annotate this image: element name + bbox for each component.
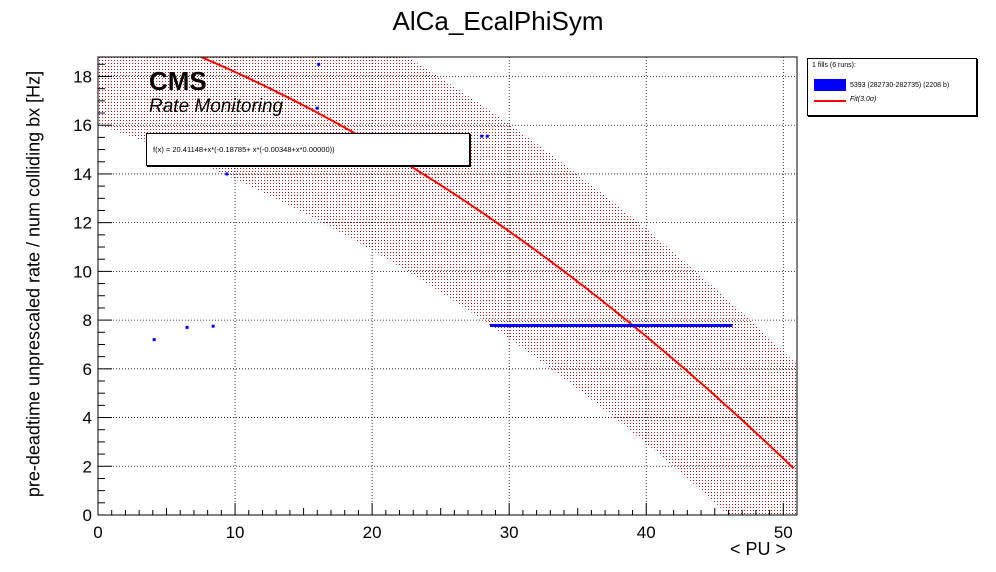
legend-swatch-data	[814, 79, 846, 91]
legend-entry-fit: Fit(3.0σ)	[850, 96, 877, 103]
y-tick-label: 18	[73, 67, 92, 86]
y-tick-label: 12	[73, 214, 92, 233]
data-point	[480, 134, 484, 138]
data-point	[152, 338, 156, 342]
x-tick-label: 10	[226, 523, 245, 542]
data-point	[225, 172, 229, 176]
legend-swatch-fit	[814, 100, 846, 102]
y-tick-label: 16	[73, 116, 92, 135]
y-tick-label: 6	[83, 360, 92, 379]
x-tick-label: 0	[93, 523, 102, 542]
fit-uncertainty-band	[98, 57, 797, 515]
plot-frame	[97, 56, 798, 516]
x-tick-label: 40	[637, 523, 656, 542]
data-point	[185, 325, 189, 329]
fit-curve	[200, 57, 795, 470]
y-tick-label: 4	[83, 409, 92, 428]
data-point	[317, 62, 321, 66]
data-point	[315, 106, 319, 110]
y-axis-label: pre-deadtime unprescaled rate / num coll…	[23, 70, 44, 498]
data-point	[211, 324, 215, 328]
cms-label: CMS	[149, 66, 207, 96]
legend: 1 fills (6 runs): 5393 (282730-282735) (…	[807, 58, 977, 116]
y-tick-label: 8	[83, 311, 92, 330]
x-tick-label: 20	[363, 523, 382, 542]
chart-title: AlCa_EcalPhiSym	[392, 6, 604, 36]
legend-header: 1 fills (6 runs):	[812, 62, 856, 69]
y-tick-label: 2	[83, 457, 92, 476]
y-tick-label: 10	[73, 262, 92, 281]
x-tick-label: 30	[500, 523, 519, 542]
y-tick-label: 14	[73, 165, 92, 184]
x-tick-label: 50	[774, 523, 793, 542]
fit-formula-box: f(x) = 20.41148+x*(-0.18785+ x*(-0.00348…	[146, 133, 470, 166]
cms-sublabel: Rate Monitoring	[149, 96, 284, 117]
data-point	[485, 134, 489, 138]
fit-formula: f(x) = 20.41148+x*(-0.18785+ x*(-0.00348…	[153, 145, 335, 154]
legend-entry-data: 5393 (282730-282735) (2208 b)	[850, 82, 950, 89]
x-axis-label: < PU >	[730, 539, 787, 559]
y-tick-label: 0	[83, 506, 92, 525]
